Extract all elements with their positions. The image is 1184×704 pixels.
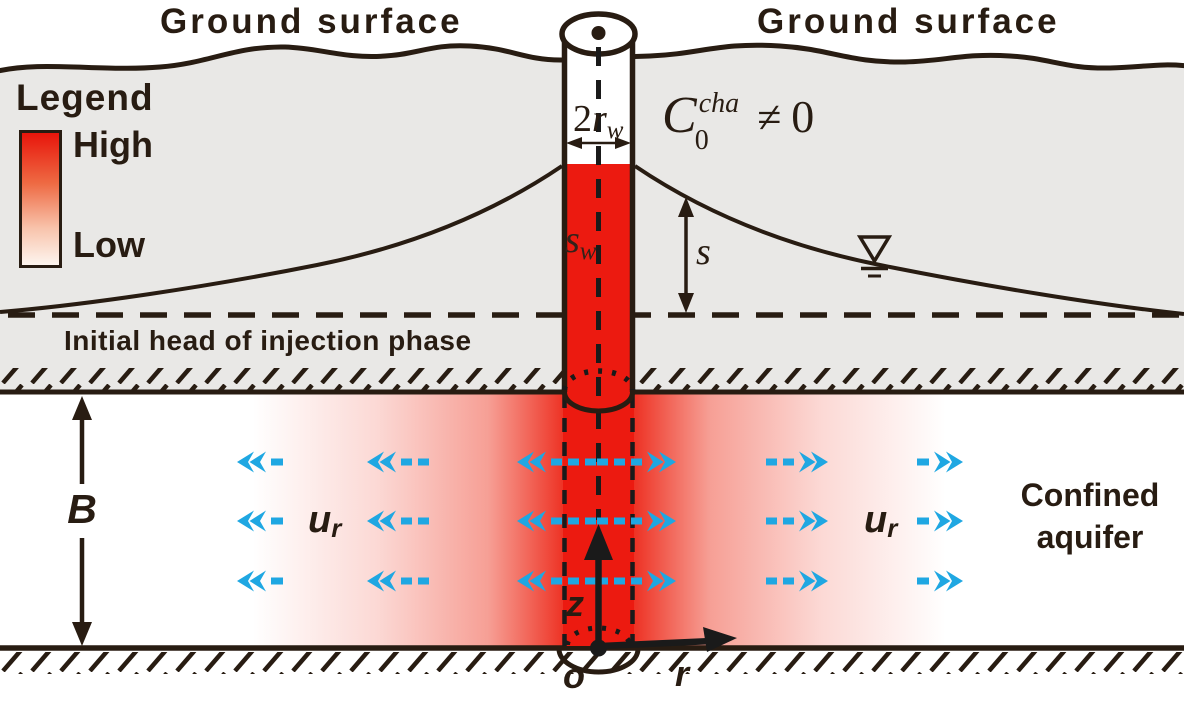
radial-velocity-label-left: ur [308,501,341,541]
radial-velocity-label-right: ur [864,501,897,541]
ground-surface-label-right: Ground surface [757,2,1060,41]
well-diameter-coefficient: 2 [573,98,592,140]
well-diameter-variable: r [592,98,607,140]
well-water-level-label: sw [565,221,596,264]
drawdown-label: s [696,231,711,273]
initial-head-label: Initial head of injection phase [64,325,472,356]
screen-top-arc-dotted [561,368,636,391]
head-curve-left [0,164,564,314]
ur-subscript: r [331,513,342,543]
drawdown-dimension-arrow [678,197,694,313]
head-curve-right [633,164,1184,316]
lower-confining-hatch [0,652,1184,674]
well-diameter-label: 2rw [573,100,623,143]
ur-variable: u [308,499,332,541]
aquifer-thickness-arrow [72,396,92,646]
formula-rhs: 0 [791,91,815,142]
boundary-condition-formula: C cha 0 ≠ 0 [662,90,814,155]
legend-high-label: High [73,124,153,165]
confined-aquifer-label: Confined aquifer [995,474,1184,558]
z-axis-arrow [584,524,613,646]
sw-subscript: w [579,238,597,265]
aquifer-thickness-label: B [67,486,97,532]
r-axis-arrow [600,627,737,652]
screen-top-arc-solid [562,391,635,414]
r-axis-label: r [675,653,690,694]
origin-label: o [563,655,585,696]
well-diameter-subscript: w [606,117,624,144]
formula-subscript: 0 [694,125,709,156]
formula-base: C [662,87,697,144]
well-top-center-dot [591,26,606,40]
well-diameter-arrow [566,137,631,149]
legend-low-label: Low [73,224,145,265]
sw-variable: s [565,219,580,261]
legend-title: Legend [16,77,154,118]
formula-relation: ≠ [757,93,782,142]
confined-line1: Confined [1020,477,1160,513]
ur-variable: u [864,499,888,541]
origin-semicircle [556,648,641,675]
water-table-icon [856,235,893,278]
z-axis-label: z [566,583,584,624]
ur-subscript: r [887,513,898,543]
confined-line2: aquifer [1036,519,1144,555]
ground-surface-label-left: Ground surface [160,2,463,41]
legend-color-scale [19,130,62,268]
formula-superscript: cha [698,88,740,119]
